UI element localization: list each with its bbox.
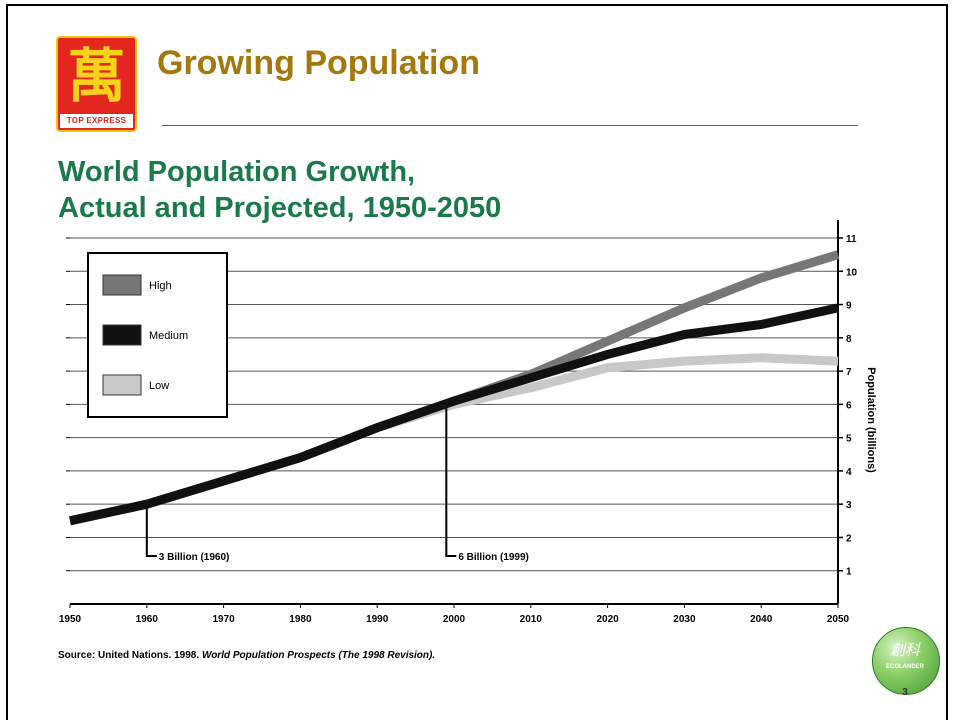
chart-title: World Population Growth, Actual and Proj… [58,154,501,226]
x-tick-label-2000: 2000 [443,614,466,625]
legend-label-medium: Medium [149,330,188,342]
x-tick-label-2030: 2030 [673,614,696,625]
legend-label-high: High [149,280,172,292]
source-prefix: Source: United Nations. 1998. [58,650,202,661]
annotation-label-1: 3 Billion (1960) [159,552,230,563]
x-tick-label-2040: 2040 [750,614,773,625]
annotation-leader-2 [445,408,457,557]
badge-circle [872,627,940,695]
chart-title-line-2: Actual and Projected, 1950-2050 [58,192,502,224]
page-number: 3 [902,687,908,698]
title-divider [162,125,858,126]
legend-swatch-high [102,274,142,296]
legend-label-low: Low [149,380,169,392]
chart-series [69,250,840,526]
y-tick-label-4: 4 [846,467,852,478]
x-tick-label-1960: 1960 [136,614,159,625]
annotation-leader-1 [145,508,157,557]
y-tick-label-10: 10 [846,267,858,278]
legend-swatch-low [102,374,142,396]
y-tick-label-11: 11 [846,234,857,245]
slide-frame [6,4,948,720]
chart-legend: High Medium Low [87,252,228,418]
badge-text: 創科 [889,641,920,659]
y-tick-label-8: 8 [846,334,852,345]
slide-title: Growing Population [157,44,480,82]
y-tick-label-2: 2 [846,533,852,544]
x-tick-label-1950: 1950 [59,614,82,625]
badge-subtext: ECOLANDER [885,664,924,670]
y-tick-label-9: 9 [846,301,852,312]
y-axis-label: Population (billions) [865,367,877,473]
series-line-medium [69,303,839,526]
x-tick-label-2010: 2010 [520,614,543,625]
company-logo: 萬 TOP EXPRESS [56,36,137,132]
y-tick-label-5: 5 [846,434,852,445]
y-tick-label-7: 7 [846,367,852,378]
x-tick-label-1970: 1970 [212,614,235,625]
logo-text: TOP EXPRESS [60,114,133,128]
x-tick-label-1980: 1980 [289,614,312,625]
chart-axes: 1 2 3 4 5 6 7 8 9 10 11 1950 1960 1970 1980 1990 2000 201… [59,220,877,625]
chart-source: Source: United Nations. 1998. World Popu… [58,650,435,661]
x-tick-label-1990: 1990 [366,614,389,625]
chart-title-line-1: World Population Growth, [58,156,416,188]
y-tick-label-6: 6 [846,400,852,411]
y-tick-label-3: 3 [846,500,852,511]
chart-annotations: 3 Billion (1960) 6 Billion (1999) [145,408,529,563]
x-tick-label-2050: 2050 [827,614,850,625]
ecolander-badge: 創科 ECOLANDER 3 [868,627,940,707]
legend-swatch-medium [102,324,142,346]
logo-character: 萬 [67,42,126,110]
x-tick-label-2020: 2020 [596,614,619,625]
y-tick-label-1: 1 [846,567,852,578]
annotation-label-2: 6 Billion (1999) [458,552,529,563]
source-title: World Population Prospects (The 1998 Rev… [201,650,436,661]
